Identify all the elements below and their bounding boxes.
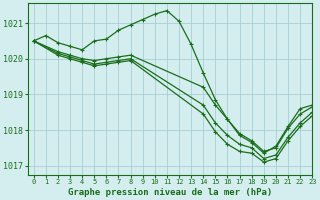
X-axis label: Graphe pression niveau de la mer (hPa): Graphe pression niveau de la mer (hPa)	[68, 188, 272, 197]
